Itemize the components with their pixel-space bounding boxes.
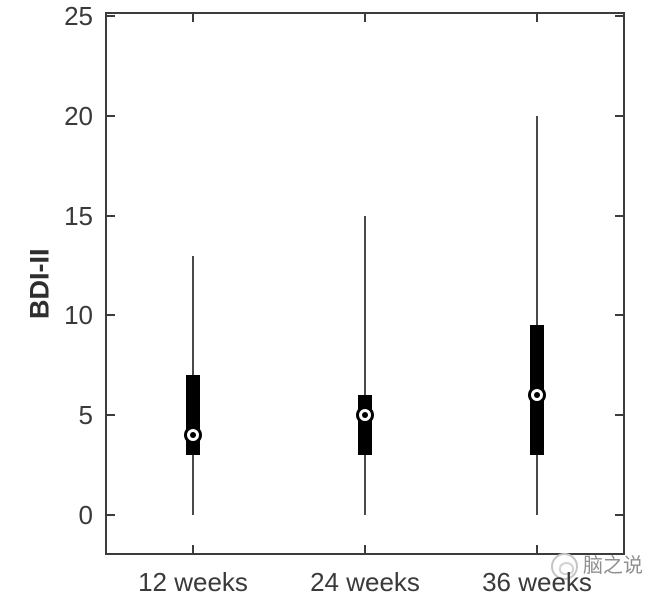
x-tick-top-1 bbox=[192, 14, 194, 22]
y-tick-label-20: 20 bbox=[64, 100, 93, 131]
y-tick-label-0: 0 bbox=[78, 500, 93, 531]
watermark: 脑之说 bbox=[551, 553, 643, 580]
y-tick-right-5 bbox=[615, 414, 623, 417]
y-tick-right-25 bbox=[615, 14, 623, 17]
brain-logo-icon bbox=[551, 553, 578, 580]
y-tick-left-0 bbox=[107, 514, 115, 517]
x-tick-label-2: 24 weeks bbox=[310, 567, 420, 597]
plot-area bbox=[105, 12, 625, 555]
x-tick-label-1: 12 weeks bbox=[138, 567, 248, 597]
x-tick-top-3 bbox=[536, 14, 538, 22]
y-tick-left-10 bbox=[107, 314, 115, 317]
y-tick-right-10 bbox=[615, 314, 623, 317]
x-tick-bottom-1 bbox=[192, 545, 194, 553]
x-tick-bottom-2 bbox=[364, 545, 366, 553]
watermark-text: 脑之说 bbox=[583, 555, 643, 577]
whisker-24-weeks bbox=[364, 215, 366, 516]
y-tick-right-0 bbox=[615, 514, 623, 517]
y-tick-label-10: 10 bbox=[64, 300, 93, 331]
y-tick-left-20 bbox=[107, 114, 115, 117]
x-tick-label-3: 36 weeks bbox=[482, 567, 592, 597]
median-dot-36-weeks bbox=[534, 392, 540, 399]
y-tick-label-5: 5 bbox=[78, 400, 93, 431]
y-tick-label-25: 25 bbox=[64, 0, 93, 31]
y-tick-left-25 bbox=[107, 14, 115, 17]
y-tick-right-20 bbox=[615, 114, 623, 117]
median-marker-36-weeks bbox=[528, 386, 546, 405]
median-dot-12-weeks bbox=[190, 432, 196, 439]
x-tick-top-2 bbox=[364, 14, 366, 22]
median-dot-24-weeks bbox=[362, 412, 368, 419]
whisker-36-weeks bbox=[536, 115, 538, 516]
y-tick-left-5 bbox=[107, 414, 115, 417]
median-marker-12-weeks bbox=[184, 426, 202, 445]
y-tick-right-15 bbox=[615, 214, 623, 217]
y-tick-left-15 bbox=[107, 214, 115, 217]
y-tick-label-15: 15 bbox=[64, 200, 93, 231]
iqr-box-24-weeks bbox=[358, 395, 372, 456]
x-tick-bottom-3 bbox=[536, 545, 538, 553]
median-marker-24-weeks bbox=[356, 406, 374, 425]
